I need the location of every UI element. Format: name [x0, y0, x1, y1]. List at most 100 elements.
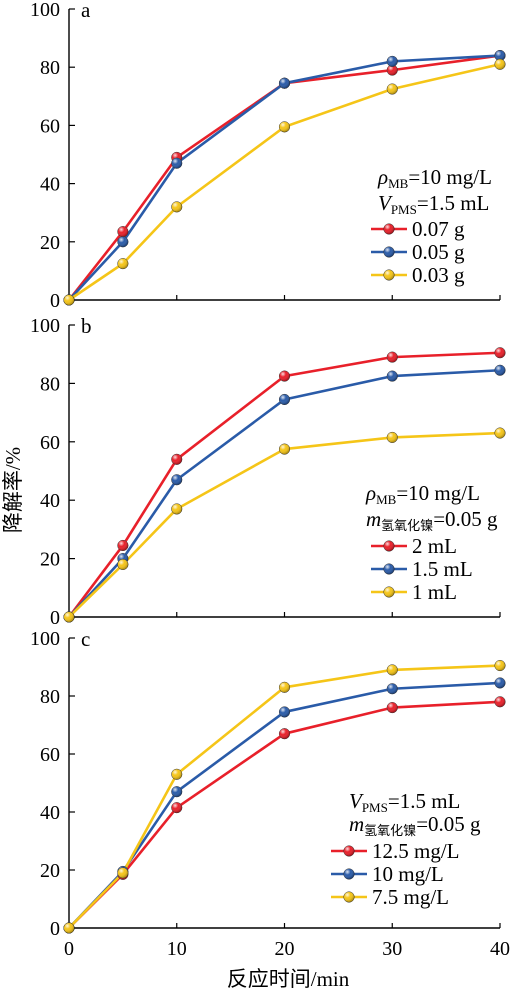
y-tick-label: 20: [40, 549, 60, 571]
data-point-shine: [279, 706, 290, 718]
data-point-shine: [386, 432, 398, 443]
y-tick-label: 0: [50, 918, 60, 940]
y-tick-label: 100: [30, 0, 60, 21]
x-tick-label: 30: [382, 938, 402, 960]
y-tick-label: 40: [40, 174, 60, 196]
legend-label: 1.5 mL: [412, 557, 473, 581]
legend-swatch-shine: [383, 269, 395, 281]
data-point-shine: [279, 728, 290, 739]
data-point-shine: [171, 769, 183, 780]
legend-swatch-shine: [343, 868, 355, 880]
condition-label: ρMB=10 mg/L: [365, 481, 480, 507]
condition-subscript: PMS: [391, 202, 417, 217]
series-line-2: [68, 664, 501, 929]
condition-label: m氢氧化镍=0.05 g: [349, 812, 481, 838]
data-point-shine: [386, 64, 398, 76]
data-point-shine: [171, 786, 183, 797]
data-point-shine: [171, 454, 183, 465]
y-tick-label: 20: [40, 232, 60, 254]
data-point-shine: [117, 258, 129, 269]
legend-swatch-shine: [383, 586, 395, 598]
data-point-shine: [494, 50, 506, 61]
legend-swatch-shine: [383, 563, 395, 575]
data-point-shine: [279, 394, 290, 405]
data-point-shine: [171, 474, 183, 486]
y-tick-label: 40: [40, 490, 60, 512]
condition-label: m氢氧化镍=0.05 g: [366, 507, 498, 533]
data-point-shine: [117, 559, 129, 570]
y-tick-label: 40: [40, 802, 60, 824]
condition-subscript: 氢氧化镍: [364, 823, 416, 838]
condition-symbol: V: [378, 191, 393, 215]
data-point-shine: [386, 664, 398, 676]
data-point-shine: [279, 77, 290, 89]
y-tick-label: 0: [50, 290, 60, 312]
data-point-shine: [117, 540, 129, 551]
condition-label: VPMS=1.5 mL: [349, 789, 460, 815]
series-line-2: [68, 431, 501, 618]
legend-label: 0.03 g: [412, 263, 465, 287]
y-tick-label: 80: [40, 686, 60, 708]
data-point-shine: [171, 802, 183, 813]
condition-value: =1.5 mL: [417, 191, 490, 215]
legend-label: 12.5 mg/L: [372, 839, 460, 863]
y-tick-label: 0: [50, 607, 60, 629]
data-point-shine: [279, 121, 290, 133]
data-point-shine: [63, 611, 75, 623]
data-point-shine: [494, 677, 506, 689]
data-point-shine: [386, 683, 398, 695]
legend-swatch-shine: [383, 246, 395, 258]
y-tick-label: 60: [40, 744, 60, 766]
data-point-shine: [386, 83, 398, 95]
data-point-shine: [279, 682, 290, 693]
series-line-1: [68, 54, 501, 301]
data-point-shine: [171, 503, 183, 515]
data-point-shine: [63, 922, 75, 934]
condition-symbol: ρ: [377, 165, 388, 189]
y-axis-title: 降解率/%: [1, 447, 25, 533]
condition-symbol: m: [349, 812, 364, 836]
data-point-shine: [386, 370, 398, 382]
panel-letter: c: [81, 627, 90, 651]
data-point-shine: [279, 443, 290, 455]
data-point-shine: [494, 347, 506, 359]
data-point-shine: [63, 294, 75, 306]
data-point-shine: [494, 364, 506, 376]
condition-value: =10 mg/L: [396, 481, 480, 505]
x-tick-label: 10: [167, 938, 187, 960]
legend-label: 7.5 mg/L: [372, 885, 449, 909]
condition-subscript: PMS: [362, 800, 388, 815]
condition-subscript: 氢氧化镍: [381, 518, 433, 533]
condition-value: =1.5 mL: [388, 789, 461, 813]
legend-label: 0.05 g: [412, 240, 465, 264]
condition-label: VPMS=1.5 mL: [378, 191, 489, 217]
legend-label: 2 mL: [412, 534, 457, 558]
legend-swatch-shine: [383, 223, 395, 235]
condition-symbol: V: [349, 789, 364, 813]
panel-letter: a: [81, 0, 91, 22]
condition-label: ρMB=10 mg/L: [377, 165, 492, 191]
condition-symbol: m: [366, 507, 381, 531]
data-point-shine: [386, 56, 398, 67]
condition-value: =0.05 g: [416, 812, 481, 836]
y-tick-label: 100: [30, 628, 60, 650]
legend-label: 1 mL: [412, 580, 457, 604]
data-point-shine: [494, 660, 506, 671]
x-tick-label: 20: [275, 938, 295, 960]
data-point-shine: [117, 236, 129, 248]
data-point-shine: [117, 226, 129, 237]
data-point-shine: [117, 867, 129, 879]
legend-label: 0.07 g: [412, 217, 465, 241]
y-tick-label: 60: [40, 115, 60, 137]
y-tick-label: 80: [40, 57, 60, 79]
panel-c: 0 20 40 60 80 100 0 10 20 30 40 反应时间/min c VPMS=1.5 m…: [30, 627, 510, 991]
series-line-0: [67, 54, 501, 301]
legend-swatch-shine: [343, 891, 355, 903]
x-axis-title: 反应时间/min: [227, 967, 350, 991]
data-point-shine: [171, 201, 183, 213]
condition-subscript: MB: [376, 492, 397, 507]
condition-value: =10 mg/L: [408, 165, 492, 189]
data-point-shine: [494, 696, 506, 708]
